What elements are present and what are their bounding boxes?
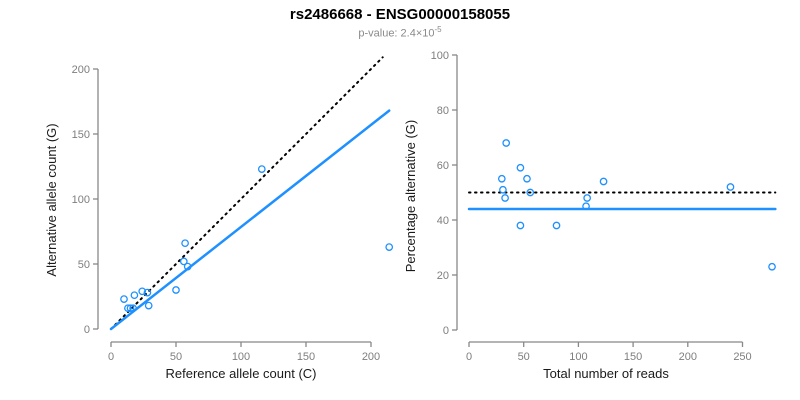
y-tick-label: 50 [78,259,90,271]
data-point [499,185,507,194]
y-tick-label: 100 [431,50,449,62]
x-tick-label: 200 [679,351,697,363]
x-tick-label: 50 [518,351,530,363]
page-title: rs2486668 - ENSG00000158055 [289,6,511,23]
data-point [501,194,509,202]
data-point [523,174,531,183]
left-panel-plot-area: 0 50 100 150 200 0 50 100 150 200 [72,56,394,363]
data-point [120,295,128,303]
data-point [599,177,608,186]
x-tick-label: 250 [733,351,751,363]
y-tick-label: 20 [437,270,449,282]
data-point [126,304,135,313]
x-tick-label: 100 [232,351,250,363]
data-point [582,202,590,211]
scatter-points [120,165,394,313]
y-tick-label: 200 [72,64,90,76]
data-point [179,257,188,266]
x-tick-label: 100 [569,351,587,363]
data-point [143,288,152,297]
left-panel: 0 50 100 150 200 0 50 100 150 200 Reference allel… [44,56,394,381]
x-tick-label: 150 [297,351,315,363]
x-tick-label: 0 [466,351,472,363]
fit-line [109,109,391,331]
data-point [552,221,561,230]
y-tick-label: 0 [443,325,449,337]
data-point [124,304,132,313]
data-point [583,194,592,202]
y-tick-label: 100 [72,194,90,206]
scatter-points [497,139,776,271]
data-point [129,304,137,313]
pvalue-text: p-value: 2.4×10 [358,27,435,40]
y-tick-label: 40 [437,215,449,227]
right-xaxis-label: Total number of reads [543,366,669,381]
right-panel: 0 20 40 60 80 100 0 50 100 150 200 250 Total number… [403,50,777,381]
data-point [138,287,147,296]
data-point [516,163,525,172]
x-tick-label: 50 [170,351,182,363]
left-xaxis-label: Reference allele count (C) [165,366,316,381]
y-tick-label: 80 [437,105,449,117]
right-panel-plot-area: 0 20 40 60 80 100 0 50 100 150 200 250 [431,50,777,363]
data-point [516,221,525,230]
right-yaxis-label: Percentage alternative (G) [403,120,418,272]
x-tick-label: 0 [108,351,114,363]
x-tick-label: 150 [624,351,642,363]
data-point [768,262,776,271]
y-tick-label: 150 [72,129,90,141]
y-tick-label: 0 [84,324,90,336]
data-point [183,262,192,271]
data-point [726,183,735,191]
data-point [385,243,394,251]
y-tick-label: 60 [437,160,449,172]
data-point [144,301,153,310]
data-point [130,291,139,300]
page-subtitle: p-value: 2.4×10-5 [0,25,800,40]
pvalue-exponent: -5 [434,25,442,34]
data-point [181,239,189,248]
data-point [257,165,266,173]
left-yaxis-label: Alternative allele count (G) [44,123,59,276]
data-point [526,188,535,197]
identity-line [110,56,384,330]
data-point [497,174,506,183]
data-point [502,139,511,147]
data-point [172,286,180,294]
x-tick-label: 200 [362,351,380,363]
